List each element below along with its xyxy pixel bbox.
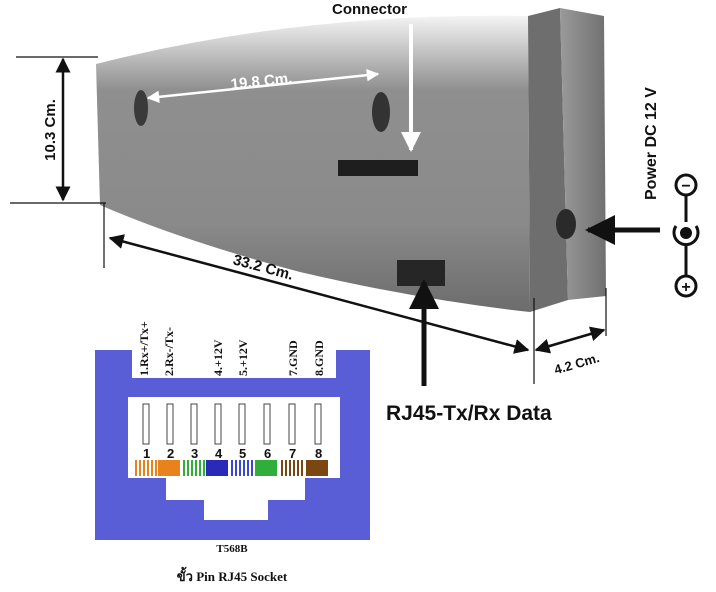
pin-wire-4	[206, 460, 228, 476]
pin-wire-2	[158, 460, 180, 476]
pin-function-label: 4.+12V	[211, 339, 225, 376]
pin-wire-6	[255, 460, 277, 476]
rj45-socket: 1 2 3 4 5 6 7 8	[95, 350, 370, 540]
pin-function-label: 7.GND	[286, 340, 300, 376]
power-jack	[556, 209, 576, 239]
pin-number-4: 4	[215, 446, 223, 461]
connector-slot	[338, 160, 418, 176]
pin-number-8: 8	[315, 446, 322, 461]
height-label: 10.3 Cm.	[42, 99, 59, 161]
pin-contact-4	[214, 403, 222, 445]
rj45-pins: 1 2 3 4 5 6 7 8	[135, 403, 328, 476]
pin-function-label: 8.GND	[312, 340, 326, 376]
pin-number-7: 7	[289, 446, 296, 461]
mounting-hole-right	[372, 92, 390, 132]
rj45-label: RJ45-Tx/Rx Data	[386, 402, 552, 425]
polarity-minus-sign: −	[681, 178, 690, 195]
pin-wire-3	[183, 460, 205, 476]
width-dimension-line	[146, 68, 380, 104]
pin-contact-2	[166, 403, 174, 445]
mounting-hole-left	[134, 90, 148, 126]
pin-contact-5	[238, 403, 246, 445]
device-body	[96, 8, 606, 312]
pin-wire-5	[231, 460, 253, 476]
pin-wire-8	[306, 460, 328, 476]
pin-contact-7	[288, 403, 296, 445]
pin-wire-7	[281, 460, 303, 476]
pin-function-label: 1.Rx+/Tx+	[137, 321, 151, 376]
depth-label: 4.2 Cm.	[552, 350, 601, 377]
pin-number-6: 6	[264, 446, 271, 461]
polarity-plus-sign: +	[681, 279, 690, 296]
pin-contact-8	[314, 403, 322, 445]
length-dimension-line	[108, 234, 530, 354]
pin-contact-3	[190, 403, 198, 445]
rj45-port	[397, 260, 445, 286]
pin-contact-6	[263, 403, 271, 445]
socket-caption: ขั้ว Pin RJ45 Socket	[177, 566, 288, 584]
pin-number-2: 2	[167, 446, 174, 461]
power-label: Power DC 12 V	[643, 87, 660, 200]
width-label: 19.8 Cm.	[230, 70, 293, 93]
pin-function-labels: 1.Rx+/Tx+ 2.Rx-/Tx- 4.+12V 5.+12V 7.GND 8.GND	[137, 321, 326, 376]
pin-number-3: 3	[191, 446, 198, 461]
pin-number-1: 1	[143, 446, 150, 461]
pin-wire-1	[135, 460, 157, 476]
pin-contact-1	[142, 403, 150, 445]
connector-label: Connector	[332, 1, 407, 18]
polarity-symbol: − +	[672, 173, 700, 298]
depth-dimension-line	[534, 326, 606, 354]
pin-function-label: 5.+12V	[236, 339, 250, 376]
pin-number-5: 5	[239, 446, 246, 461]
standard-label: T568B	[216, 543, 248, 555]
pin-function-label: 2.Rx-/Tx-	[162, 327, 176, 376]
